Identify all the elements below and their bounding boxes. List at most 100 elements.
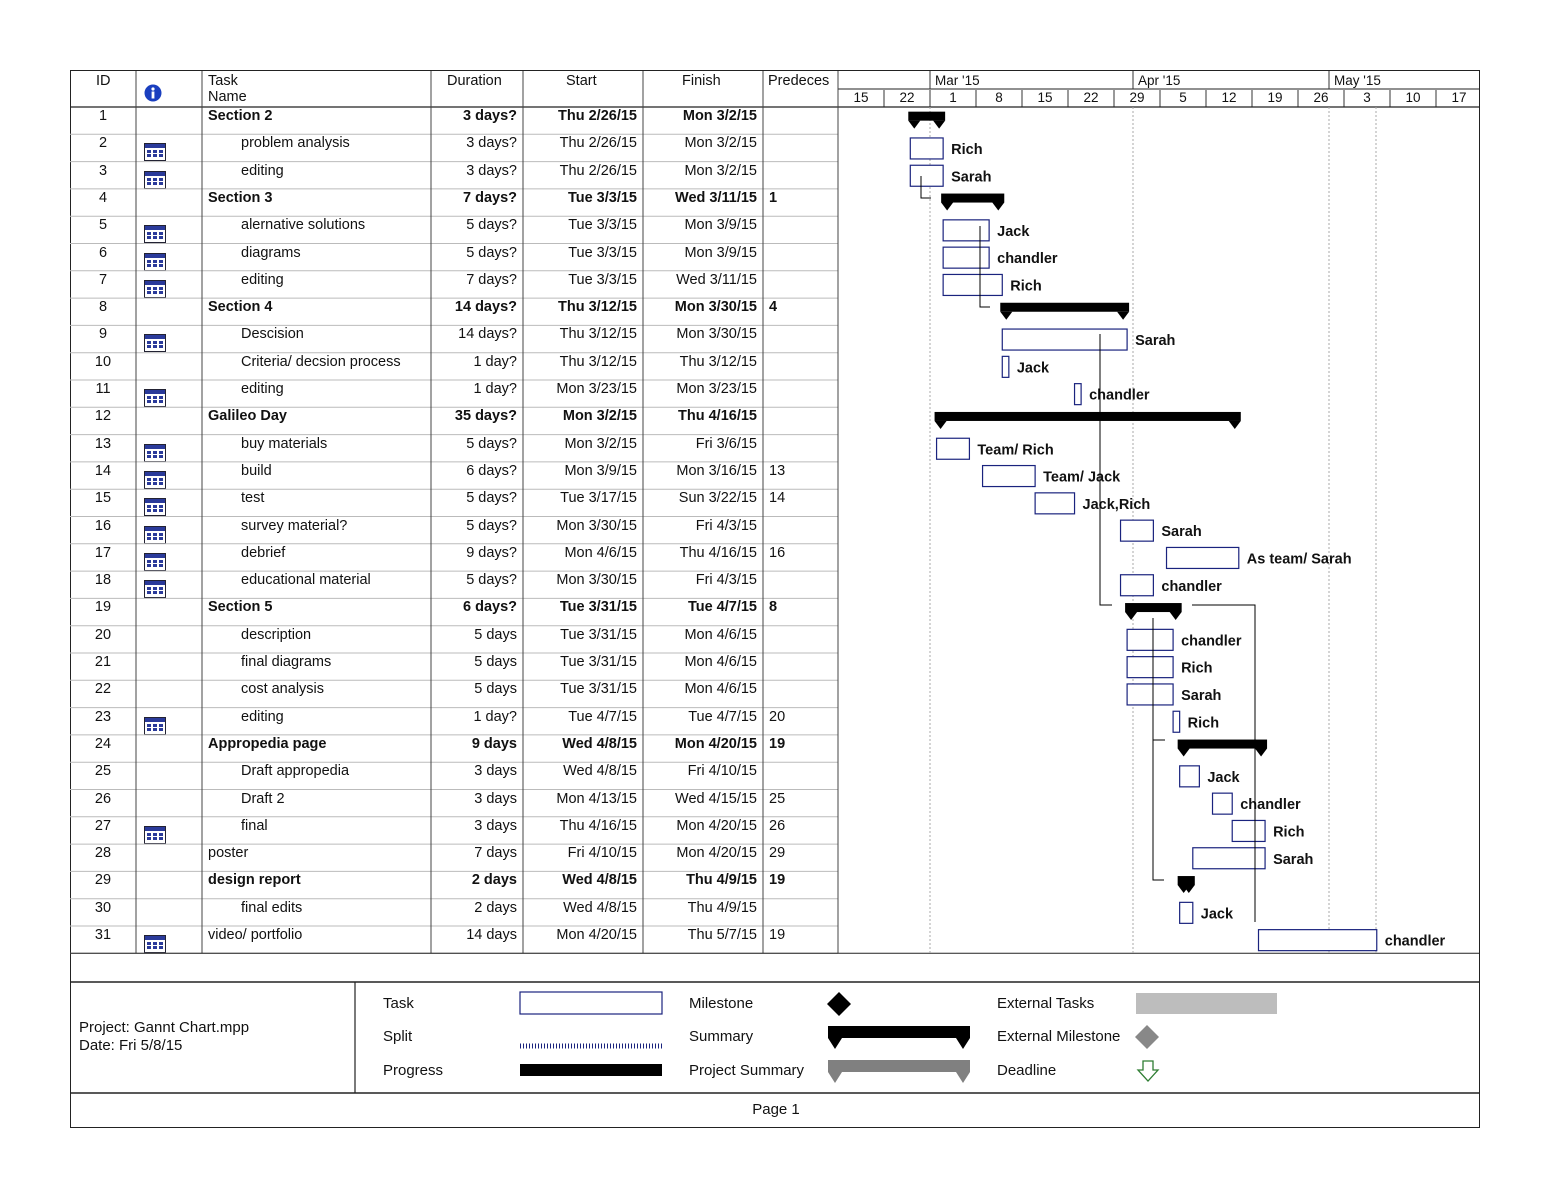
task-bar[interactable]: chandler	[1257, 929, 1446, 952]
note-icon	[144, 498, 166, 517]
task-finish: Fri 4/10/15	[687, 763, 757, 780]
col-header-task-name-label: Task Name	[208, 73, 247, 105]
legend-summary-swatch	[828, 1026, 970, 1049]
task-name: editing	[241, 162, 284, 179]
legend-progress-swatch	[520, 1064, 662, 1076]
summary-bar[interactable]	[1000, 302, 1130, 320]
summary-bar[interactable]	[934, 411, 1241, 429]
task-bar[interactable]: chandler	[1126, 628, 1242, 651]
task-bar[interactable]: Rich	[942, 273, 1042, 297]
resource-label: Team/ Jack	[1043, 470, 1121, 486]
resource-label: chandler	[1240, 797, 1301, 813]
task-bar[interactable]: chandler	[1119, 574, 1223, 597]
task-duration: 35 days?	[454, 408, 517, 425]
project-date: Date: Fri 5/8/15	[79, 1037, 183, 1054]
task-id: 30	[94, 899, 112, 916]
task-bar[interactable]: Rich	[1231, 819, 1304, 843]
resource-label: Team/ Rich	[977, 442, 1053, 458]
task-name: Section 2	[208, 108, 273, 124]
task-duration: 6 days?	[466, 462, 517, 479]
task-bar[interactable]: Team/ Rich	[935, 437, 1054, 460]
legend-milestone-swatch	[827, 992, 851, 1016]
task-finish: Mon 4/6/15	[684, 654, 757, 670]
note-icon	[144, 279, 166, 298]
task-bar[interactable]: Sarah	[1126, 683, 1221, 706]
task-start: Mon 3/2/15	[564, 435, 637, 452]
col-header-duration-label: Duration	[447, 73, 502, 89]
task-finish: Thu 4/16/15	[679, 544, 757, 561]
task-start: Thu 4/16/15	[559, 817, 637, 834]
info-icon[interactable]	[143, 83, 163, 119]
task-bar[interactable]: Jack,Rich	[1034, 492, 1150, 515]
legend-external-tasks-label: External Tasks	[997, 995, 1095, 1012]
task-id: 22	[94, 681, 112, 698]
timescale-day: 1	[949, 90, 957, 105]
task-bar[interactable]: Jack	[1001, 355, 1050, 378]
timescale-day: 8	[995, 90, 1003, 105]
task-start: Wed 4/8/15	[563, 763, 637, 780]
summary-bar[interactable]	[908, 111, 946, 129]
task-bar[interactable]: Sarah	[909, 164, 991, 187]
task-bar[interactable]: Sarah	[1119, 519, 1202, 542]
task-start: Wed 4/8/15	[562, 872, 637, 889]
task-predecessors: 16	[769, 544, 786, 561]
task-id: 5	[98, 217, 108, 234]
task-predecessors: 19	[769, 735, 786, 752]
note-icon	[144, 443, 166, 462]
task-finish: Wed 4/15/15	[675, 790, 757, 807]
task-id: 9	[98, 326, 108, 343]
task-bar[interactable]: Rich	[1172, 710, 1219, 733]
summary-bar[interactable]	[1125, 603, 1182, 621]
task-bar[interactable]: Rich	[1126, 656, 1213, 679]
task-id: 25	[94, 763, 112, 780]
timescale-month-may: May '15	[1334, 73, 1381, 88]
task-name: educational material	[241, 572, 371, 589]
task-id: 18	[94, 572, 112, 589]
task-name: debrief	[241, 544, 286, 561]
task-bar[interactable]: Jack	[942, 219, 1030, 242]
task-bar[interactable]: Sarah	[1192, 847, 1314, 870]
task-duration: 2 days	[474, 899, 517, 916]
task-start: Mon 3/23/15	[556, 381, 637, 397]
note-icon	[144, 716, 166, 735]
task-finish: Fri 4/3/15	[695, 517, 757, 534]
info-icon-graphic	[144, 84, 162, 102]
resource-label: Jack	[1201, 906, 1234, 922]
task-bar[interactable]: As team/ Sarah	[1165, 546, 1352, 570]
task-name: description	[241, 626, 312, 643]
task-bar[interactable]: chandler	[1073, 383, 1150, 406]
task-start: Tue 3/31/15	[560, 626, 637, 643]
task-finish: Mon 3/16/15	[676, 462, 757, 479]
task-bar[interactable]: Jack	[1179, 901, 1234, 924]
task-bar[interactable]: Rich	[909, 137, 983, 160]
task-finish: Thu 4/9/15	[686, 872, 757, 889]
task-start: Thu 2/26/15	[559, 162, 637, 179]
task-start: Mon 4/20/15	[556, 927, 637, 943]
task-bar[interactable]: Jack	[1179, 765, 1241, 788]
summary-bar[interactable]	[941, 193, 1005, 211]
legend-external-milestone-label: External Milestone	[997, 1028, 1121, 1045]
task-name: build	[241, 462, 272, 479]
task-name: problem analysis	[241, 135, 350, 152]
task-id: 21	[94, 654, 112, 670]
note-icon	[144, 334, 166, 353]
task-duration: 3 days?	[463, 108, 517, 124]
timescale-month-mar: Mar '15	[935, 73, 980, 88]
task-predecessors: 14	[769, 490, 786, 507]
summary-bar[interactable]	[1177, 739, 1268, 757]
task-bar[interactable]: chandler	[1211, 792, 1302, 815]
task-start: Tue 3/3/15	[568, 244, 637, 261]
summary-bar[interactable]	[1177, 876, 1195, 894]
legend	[519, 991, 1277, 1083]
task-duration: 7 days?	[466, 271, 517, 288]
task-id: 20	[94, 626, 112, 643]
task-duration: 3 days	[474, 817, 517, 834]
task-duration: 9 days?	[466, 544, 517, 561]
task-bar[interactable]: Team/ Jack	[981, 464, 1122, 488]
task-predecessors: 20	[769, 708, 786, 725]
task-bar[interactable]: chandler	[942, 246, 1058, 269]
note-icon	[144, 252, 166, 271]
task-finish: Mon 3/23/15	[676, 381, 757, 397]
task-duration: 9 days	[471, 735, 517, 752]
task-bar[interactable]: Sarah	[1001, 328, 1175, 351]
